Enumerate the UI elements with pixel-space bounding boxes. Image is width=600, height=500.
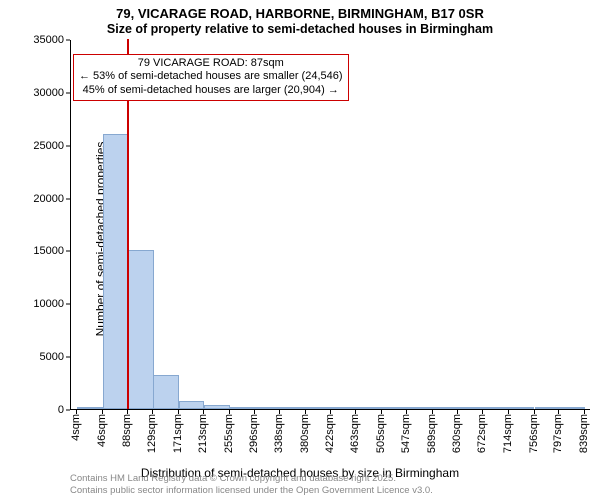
- y-tick-label: 35000: [33, 34, 64, 46]
- x-tick-label: 714sqm: [502, 414, 514, 453]
- x-tick-label: 463sqm: [349, 414, 361, 453]
- x-tick-label: 255sqm: [223, 414, 235, 453]
- histogram-bar: [458, 407, 484, 409]
- x-tick-label: 4sqm: [70, 414, 82, 441]
- y-axis-ticks: 05000100001500020000250003000035000: [28, 40, 70, 410]
- y-tick-label: 20000: [33, 193, 64, 205]
- y-tick-label: 25000: [33, 140, 64, 152]
- histogram-bar: [331, 407, 357, 409]
- x-tick-label: 839sqm: [578, 414, 590, 453]
- histogram-bar: [306, 407, 332, 409]
- x-tick-label: 547sqm: [400, 414, 412, 453]
- plot-area: 79 VICARAGE ROAD: 87sqm← 53% of semi-det…: [70, 40, 590, 410]
- histogram-bar: [77, 407, 103, 409]
- chart-title-line1: 79, VICARAGE ROAD, HARBORNE, BIRMINGHAM,…: [0, 6, 600, 21]
- chart-titles: 79, VICARAGE ROAD, HARBORNE, BIRMINGHAM,…: [0, 0, 600, 36]
- chart-title-line2: Size of property relative to semi-detach…: [0, 22, 600, 36]
- x-tick-label: 171sqm: [172, 414, 184, 453]
- x-tick-label: 756sqm: [528, 414, 540, 453]
- histogram-bar: [483, 407, 509, 409]
- histogram-bar: [204, 405, 230, 409]
- chart-area: Number of semi-detached properties 05000…: [0, 40, 600, 438]
- x-tick-label: 505sqm: [375, 414, 387, 453]
- histogram-bar: [559, 407, 585, 409]
- x-axis-ticks: 4sqm 46sqm 88sqm 129sqm 171sqm 213sqm 255sqm 29…: [70, 410, 590, 470]
- histogram-bar: [230, 407, 256, 409]
- x-tick-label: 422sqm: [324, 414, 336, 453]
- y-tick-label: 30000: [33, 87, 64, 99]
- y-tick-label: 5000: [40, 351, 64, 363]
- x-tick-label: 213sqm: [197, 414, 209, 453]
- footer-line1: Contains HM Land Registry data © Crown c…: [70, 473, 433, 484]
- x-tick-label: 630sqm: [451, 414, 463, 453]
- histogram-bar: [509, 407, 535, 409]
- y-tick-label: 10000: [33, 298, 64, 310]
- histogram-bar: [280, 407, 306, 409]
- x-tick-label: 338sqm: [273, 414, 285, 453]
- x-tick-label: 46sqm: [96, 414, 108, 447]
- x-tick-label: 380sqm: [299, 414, 311, 453]
- annotation-box: 79 VICARAGE ROAD: 87sqm← 53% of semi-det…: [73, 54, 349, 101]
- x-tick-label: 88sqm: [121, 414, 133, 447]
- footer-attribution: Contains HM Land Registry data © Crown c…: [70, 473, 433, 496]
- x-tick-label: 296sqm: [248, 414, 260, 453]
- histogram-bar: [407, 407, 433, 409]
- x-tick-label: 589sqm: [426, 414, 438, 453]
- footer-line2: Contains public sector information licen…: [70, 485, 433, 496]
- y-tick-label: 15000: [33, 245, 64, 257]
- histogram-bar: [382, 407, 408, 409]
- histogram-bar: [535, 407, 561, 409]
- annotation-line2: ← 53% of semi-detached houses are smalle…: [79, 70, 343, 84]
- annotation-line3: 45% of semi-detached houses are larger (…: [79, 84, 343, 98]
- histogram-bar: [179, 401, 205, 409]
- histogram-bar: [128, 250, 154, 409]
- histogram-bar: [356, 407, 382, 409]
- histogram-bar: [255, 407, 281, 409]
- histogram-bar: [103, 134, 129, 409]
- x-tick-label: 672sqm: [476, 414, 488, 453]
- histogram-bar: [433, 407, 459, 409]
- x-tick-label: 797sqm: [552, 414, 564, 453]
- x-tick-label: 129sqm: [146, 414, 158, 453]
- annotation-line1: 79 VICARAGE ROAD: 87sqm: [79, 57, 343, 71]
- histogram-bar: [153, 375, 179, 409]
- y-tick-label: 0: [58, 404, 64, 416]
